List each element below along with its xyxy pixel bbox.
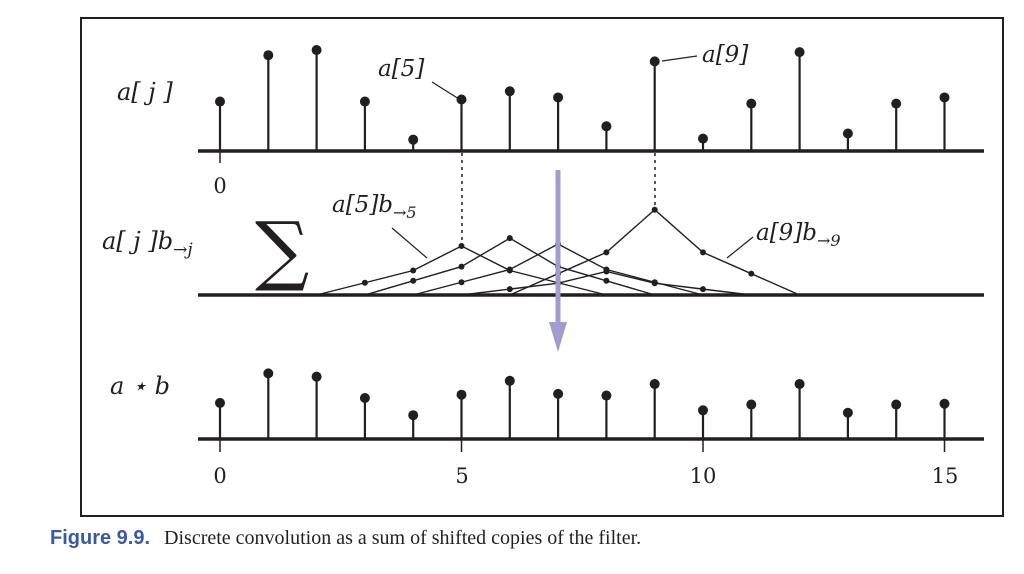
top-zero-tick-label: 0 [213, 174, 226, 198]
filter-9-point-1 [603, 249, 610, 256]
input-point-7 [553, 92, 564, 103]
output-point-3 [359, 393, 370, 403]
output-row-label: a ⋆ b [110, 372, 170, 400]
output-point-9 [649, 379, 660, 390]
figure-frame [80, 17, 1004, 517]
filter-7-point-1 [506, 266, 513, 273]
output-point-1 [263, 368, 274, 379]
output-point-6 [504, 375, 515, 386]
input-point-0 [215, 96, 225, 107]
output-point-12 [794, 379, 805, 390]
filter-5-point-0 [361, 279, 368, 286]
a5b-pointer [391, 227, 428, 259]
shifted-filter-5 [316, 245, 607, 296]
filter-6-point-1 [458, 263, 465, 270]
output-point-10 [698, 405, 708, 416]
output-point-2 [311, 371, 322, 382]
output-point-4 [408, 410, 419, 421]
filter-6-point-0 [410, 277, 417, 284]
bottom-ticks [219, 439, 946, 452]
summation-icon: ∑ [255, 205, 309, 294]
bottom-tick-label-10: 10 [690, 464, 717, 488]
bottom-tick-label-5: 5 [455, 464, 468, 488]
input-point-5 [456, 94, 467, 105]
caption-number: Figure 9.9. [50, 527, 151, 549]
filter-9-point-4 [748, 270, 755, 277]
a5b-label: a[5]b→5 [332, 192, 417, 222]
bottom-tick-label-15: 15 [932, 464, 959, 488]
output-point-13 [842, 407, 853, 418]
a5-label: a[5] [378, 56, 424, 82]
input-point-10 [698, 133, 708, 144]
input-point-4 [408, 134, 419, 145]
a9-label: a[9] [702, 42, 748, 68]
output-point-14 [891, 399, 902, 410]
input-point-3 [359, 96, 370, 107]
filter-8-point-3 [651, 280, 658, 287]
input-point-9 [649, 56, 660, 67]
input-point-14 [891, 98, 902, 109]
input-point-1 [263, 50, 274, 61]
input-point-8 [601, 121, 612, 132]
input-point-13 [842, 128, 853, 139]
a9-pointer [661, 55, 698, 62]
figure-caption: Figure 9.9. Discrete convolution as a sum… [50, 527, 641, 550]
output-point-0 [215, 397, 225, 408]
output-point-8 [601, 390, 612, 401]
filter-9-point-2 [651, 206, 658, 213]
output-point-11 [746, 399, 757, 410]
a5-pointer [431, 81, 460, 100]
shifted-row-label: a[ j ]b→j [102, 227, 193, 260]
filter-5-point-2 [458, 243, 465, 249]
sum-arrow [549, 170, 567, 352]
filter-5-point-1 [410, 267, 417, 274]
output-point-7 [553, 388, 564, 399]
input-point-6 [504, 86, 515, 97]
a9b-pointer [726, 236, 754, 259]
output-point-15 [939, 398, 950, 409]
input-point-15 [939, 92, 950, 103]
output-stems [215, 368, 950, 439]
input-point-11 [746, 98, 757, 109]
caption-text: Discrete convolution as a sum of shifted… [164, 527, 642, 549]
filter-8-point-4 [700, 286, 706, 293]
filter-6-point-2 [506, 235, 513, 242]
filter-8-point-0 [506, 286, 513, 293]
a9b-label: a[9]b→9 [756, 220, 841, 250]
filter-6-point-4 [603, 277, 610, 284]
input-stems [215, 45, 950, 151]
filter-7-point-0 [458, 279, 465, 286]
filter-9-point-3 [700, 249, 706, 256]
output-point-5 [456, 389, 467, 400]
input-point-2 [311, 45, 322, 56]
filter-8-point-2 [603, 268, 610, 275]
bottom-tick-label-0: 0 [213, 464, 226, 488]
input-row-label: a[ j ] [117, 78, 173, 106]
input-point-12 [794, 47, 805, 58]
